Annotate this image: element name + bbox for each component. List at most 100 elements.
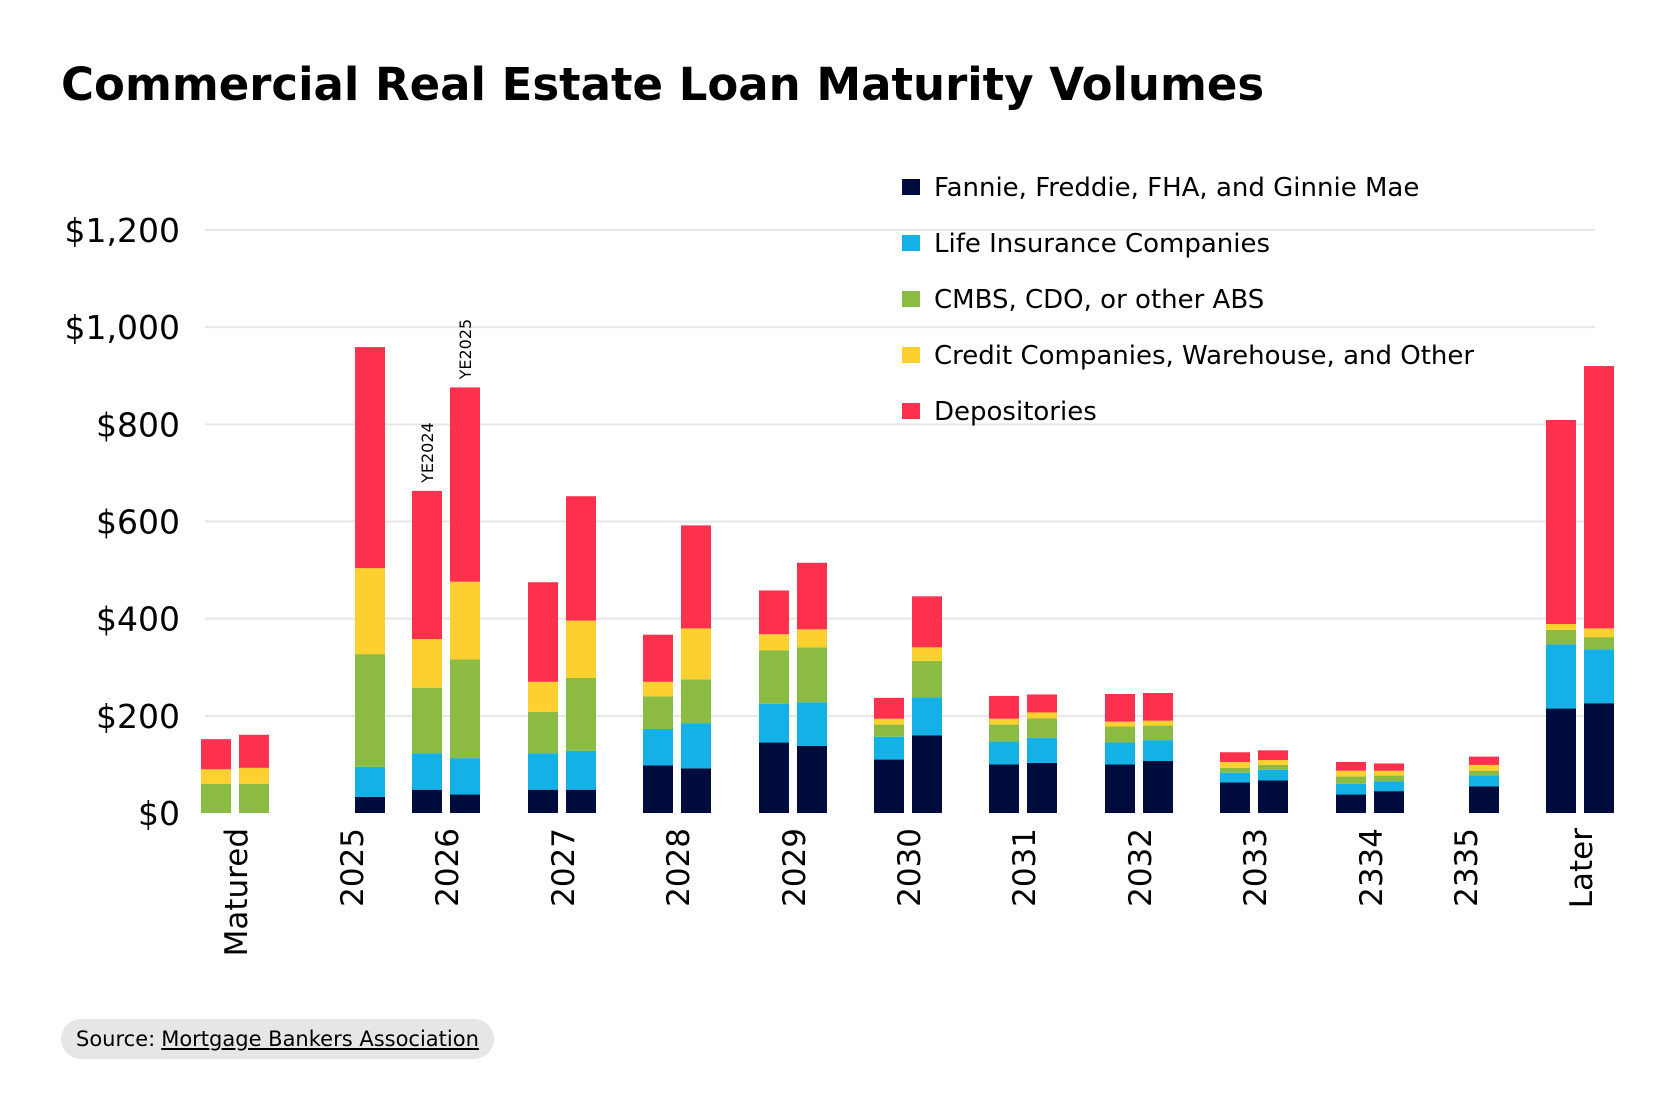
bar-segment — [681, 768, 711, 813]
bar-segment — [1336, 794, 1366, 813]
bar-segment — [912, 596, 942, 648]
legend: Fannie, Freddie, FHA, and Ginnie Mae Life… — [902, 173, 1474, 427]
legend-swatch — [902, 179, 920, 195]
bar-segment — [1374, 781, 1404, 792]
bar-annotation: YE2024 — [418, 422, 437, 484]
bar-segment — [797, 562, 827, 630]
source-link[interactable]: Mortgage Bankers Association — [161, 1027, 479, 1051]
bar-segment — [759, 634, 789, 651]
bar-segment — [759, 650, 789, 704]
legend-label: Fannie, Freddie, FHA, and Ginnie Mae — [934, 173, 1419, 203]
bar-segment — [1143, 720, 1173, 726]
legend-label: Depositories — [934, 397, 1097, 427]
bar-segment — [1258, 780, 1288, 813]
bar-segment — [1143, 692, 1173, 721]
bar-segment — [239, 783, 269, 813]
bar-segment — [566, 620, 596, 678]
bar-segment — [1220, 761, 1250, 768]
bar-segment — [1258, 760, 1288, 765]
bar-segment — [1469, 770, 1499, 776]
bar-segment — [874, 736, 904, 760]
x-tick-label: Later — [1564, 828, 1600, 908]
bar-segment — [681, 525, 711, 629]
bar-segment — [355, 654, 385, 767]
bar-segment — [1374, 775, 1404, 782]
bar-segment — [1105, 742, 1135, 765]
bar-segment — [201, 783, 231, 813]
bar-segment — [797, 629, 827, 648]
bar-segment — [643, 765, 673, 813]
x-axis: Matured 2025 2026 2027 2028 2029 2030 2031 2032 2… — [219, 828, 1600, 957]
legend-label: CMBS, CDO, or other ABS — [934, 285, 1264, 315]
bar-segment — [1336, 770, 1366, 777]
x-tick-label: 2025 — [335, 828, 371, 907]
y-tick-label: $0 — [138, 794, 180, 833]
y-tick-label: $400 — [96, 600, 180, 639]
legend-label: Credit Companies, Warehouse, and Other — [934, 341, 1474, 371]
bar-segment — [1584, 649, 1614, 704]
x-tick-label: 2335 — [1449, 828, 1485, 907]
bar-segment — [355, 347, 385, 569]
x-tick-label: 2033 — [1238, 828, 1274, 907]
x-tick-label: Matured — [219, 828, 255, 956]
bar-segment — [450, 758, 480, 795]
bar-segment — [1027, 718, 1057, 738]
bar-segment — [643, 728, 673, 766]
legend-swatch — [902, 235, 920, 251]
bar-segment — [201, 769, 231, 784]
bar-segment — [412, 789, 442, 813]
bar-segment — [355, 796, 385, 813]
bar-segment — [874, 724, 904, 737]
bar-segment — [989, 718, 1019, 725]
bar-segment — [450, 794, 480, 813]
bar-segment — [643, 634, 673, 682]
x-tick-label: 2026 — [430, 828, 466, 907]
bar-segment — [566, 789, 596, 813]
bar-segment — [989, 764, 1019, 813]
bar-segment — [1374, 791, 1404, 813]
bar-segment — [1220, 772, 1250, 783]
bar-segment — [1143, 740, 1173, 762]
bar-segment — [1546, 629, 1576, 645]
bar-segment — [912, 735, 942, 813]
bar-segment — [759, 703, 789, 743]
bar-segment — [450, 387, 480, 582]
bar-segment — [1546, 624, 1576, 630]
x-tick-label: 2032 — [1123, 828, 1159, 907]
bar-segment — [797, 702, 827, 746]
bar-segment — [874, 759, 904, 813]
chart-title: Commercial Real Estate Loan Maturity Vol… — [61, 58, 1264, 111]
bar-segment — [355, 568, 385, 655]
x-tick-label: 2334 — [1354, 828, 1390, 907]
bar-segment — [1143, 761, 1173, 813]
bar-segment — [412, 490, 442, 640]
bar-segment — [450, 581, 480, 660]
legend-swatch — [902, 347, 920, 363]
bar-segment — [797, 647, 827, 703]
source-note: Source: Mortgage Bankers Association — [61, 1019, 494, 1059]
bar-segment — [1027, 712, 1057, 719]
bar-segment — [450, 659, 480, 759]
bar-segment — [681, 679, 711, 724]
bar-segment — [239, 734, 269, 768]
y-tick-label: $200 — [96, 697, 180, 736]
legend-swatch — [902, 403, 920, 419]
bar-segment — [759, 742, 789, 813]
bar-segment — [912, 697, 942, 736]
bar-segment — [1469, 764, 1499, 771]
bar-segment — [1469, 775, 1499, 787]
x-tick-label: 2027 — [546, 828, 582, 907]
bar-segment — [1258, 764, 1288, 770]
y-tick-label: $600 — [96, 503, 180, 542]
x-tick-label: 2028 — [661, 828, 697, 907]
bar-segment — [1584, 628, 1614, 638]
bar-segment — [1027, 694, 1057, 713]
bar-segment — [1584, 703, 1614, 813]
x-tick-label: 2030 — [892, 828, 928, 907]
bar-segment — [412, 753, 442, 790]
bar-segment — [1546, 644, 1576, 709]
bar-segment — [528, 582, 558, 682]
bar-segment — [874, 697, 904, 719]
bar-segment — [1027, 762, 1057, 813]
